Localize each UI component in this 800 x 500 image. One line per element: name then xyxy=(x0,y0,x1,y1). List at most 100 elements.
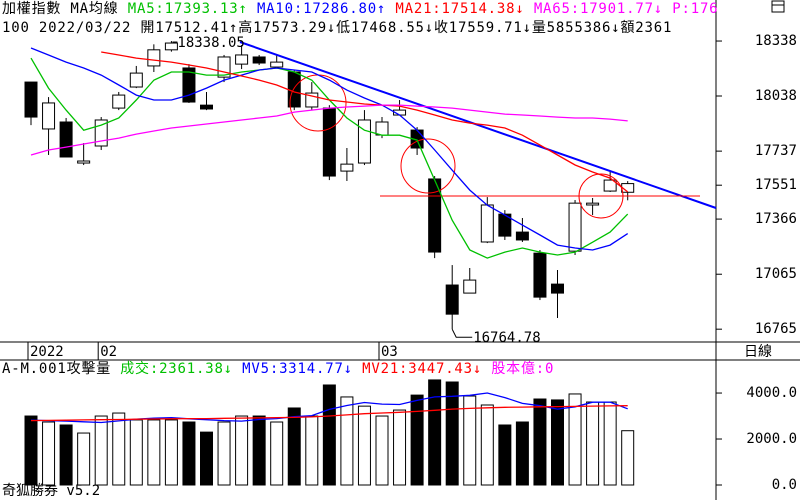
volume-bar xyxy=(357,405,371,486)
window-icon[interactable] xyxy=(771,0,785,13)
y-tick-label: 0.0 xyxy=(772,477,797,493)
volume-bar xyxy=(428,379,442,486)
volume-bar xyxy=(217,421,231,486)
volume-bar xyxy=(77,432,91,486)
volume-bar xyxy=(24,415,38,486)
header-item: MA21:17514.38↓ xyxy=(395,1,524,17)
header-item: 股本億:0 xyxy=(491,361,554,377)
volume-bar xyxy=(340,396,354,486)
x-tick-label: 2022 xyxy=(30,344,64,360)
high-label: 18338.05 xyxy=(177,35,244,51)
ma-line xyxy=(30,405,628,422)
x-tick-label: 03 xyxy=(381,344,398,360)
candle-body xyxy=(375,121,389,136)
header-item: MA10:17286.80↑ xyxy=(257,1,386,17)
candle-body xyxy=(586,202,600,206)
candle-body xyxy=(357,119,371,164)
header-line: 加權指數 MA均線 MA5:17393.13↑ MA10:17286.80↑ M… xyxy=(2,1,718,17)
volume-bar xyxy=(533,398,547,486)
volume-bar xyxy=(59,424,73,486)
y-tick-label: 17366 xyxy=(755,211,797,227)
volume-bar xyxy=(463,395,477,486)
volume-bar xyxy=(112,412,126,486)
period-label: 日線 xyxy=(744,344,772,360)
low-label: 16764.78 xyxy=(473,330,540,346)
ma-line xyxy=(101,51,629,193)
header-line: A-M.001攻擊量 成交:2361.38↓ MV5:3314.77↓ MV21… xyxy=(2,360,554,377)
volume-bar xyxy=(42,421,56,486)
footer-label: 奇狐勝券 v5.2 xyxy=(2,482,100,499)
y-tick-label: 4000.0 xyxy=(746,385,797,401)
header-item: P:176 xyxy=(672,1,718,17)
candle-body xyxy=(24,81,38,118)
candle-body xyxy=(498,213,512,237)
volume-bar xyxy=(252,415,266,486)
header-item: 成交:2361.38↓ xyxy=(120,360,233,377)
volume-bar xyxy=(182,421,196,486)
ma-line xyxy=(30,47,629,251)
y-tick-label: 2000.0 xyxy=(746,431,797,447)
volume-bar xyxy=(287,407,301,486)
volume-bar xyxy=(603,401,617,486)
header-item: MV5:3314.77↓ xyxy=(242,361,353,377)
header-item: MA65:17901.77↓ xyxy=(534,1,663,17)
volume-bar xyxy=(393,409,407,486)
volume-bar xyxy=(621,430,635,486)
volume-bar xyxy=(305,415,319,486)
candle-body xyxy=(603,179,617,192)
y-tick-label: 17551 xyxy=(755,177,797,193)
candle-body xyxy=(445,284,459,315)
candle-body xyxy=(480,204,494,243)
candle-body xyxy=(42,102,56,130)
volume-bar xyxy=(568,393,582,486)
y-tick-label: 17065 xyxy=(755,266,797,282)
volume-bar xyxy=(515,421,529,486)
candle-body xyxy=(235,54,249,65)
candle-body xyxy=(112,94,126,109)
volume-bar xyxy=(498,424,512,486)
volume-bar xyxy=(94,415,108,486)
volume-bar xyxy=(410,394,424,486)
header-item: MV21:3447.43↓ xyxy=(362,361,482,377)
candle-body xyxy=(252,56,266,64)
trend-line xyxy=(239,41,717,209)
candle-body xyxy=(77,160,91,164)
volume-bar xyxy=(445,381,459,486)
y-tick-label: 16765 xyxy=(755,321,797,337)
highlight-circle xyxy=(578,173,624,219)
y-tick-label: 18038 xyxy=(755,88,797,104)
candle-body xyxy=(551,283,564,294)
low-leader xyxy=(451,328,473,338)
header-item: MA5:17393.13↑ xyxy=(128,1,248,17)
volume-bar xyxy=(586,401,600,486)
volume-bar xyxy=(270,421,284,486)
quote-line: 100 2022/03/22 開17512.41↑高17573.29↓低1746… xyxy=(2,19,672,36)
price-panel xyxy=(24,41,635,330)
candle-body xyxy=(164,42,178,51)
candle-body xyxy=(322,107,336,177)
candle-body xyxy=(147,49,161,67)
x-tick-label: 02 xyxy=(100,344,117,360)
header-item: 加權指數 MA均線 xyxy=(2,1,119,17)
volume-bar xyxy=(147,419,161,486)
candle-body xyxy=(533,252,547,298)
candle-body xyxy=(515,231,529,241)
candle-body xyxy=(463,279,477,294)
highlight-circle xyxy=(400,138,456,194)
ma-line xyxy=(30,104,628,156)
volume-bar xyxy=(480,404,494,486)
volume-bar xyxy=(322,384,336,486)
candle-body xyxy=(340,163,354,172)
volume-bar xyxy=(129,419,143,486)
volume-bar xyxy=(200,431,213,486)
header-item: A-M.001攻擊量 xyxy=(2,360,111,377)
y-tick-label: 18338 xyxy=(755,33,797,49)
candle-body xyxy=(59,121,73,158)
volume-bar xyxy=(235,415,249,486)
candle-body xyxy=(129,72,143,88)
volume-bar xyxy=(551,399,564,486)
volume-bar xyxy=(375,415,389,486)
candle-body xyxy=(200,104,213,110)
candle-body xyxy=(270,61,284,68)
